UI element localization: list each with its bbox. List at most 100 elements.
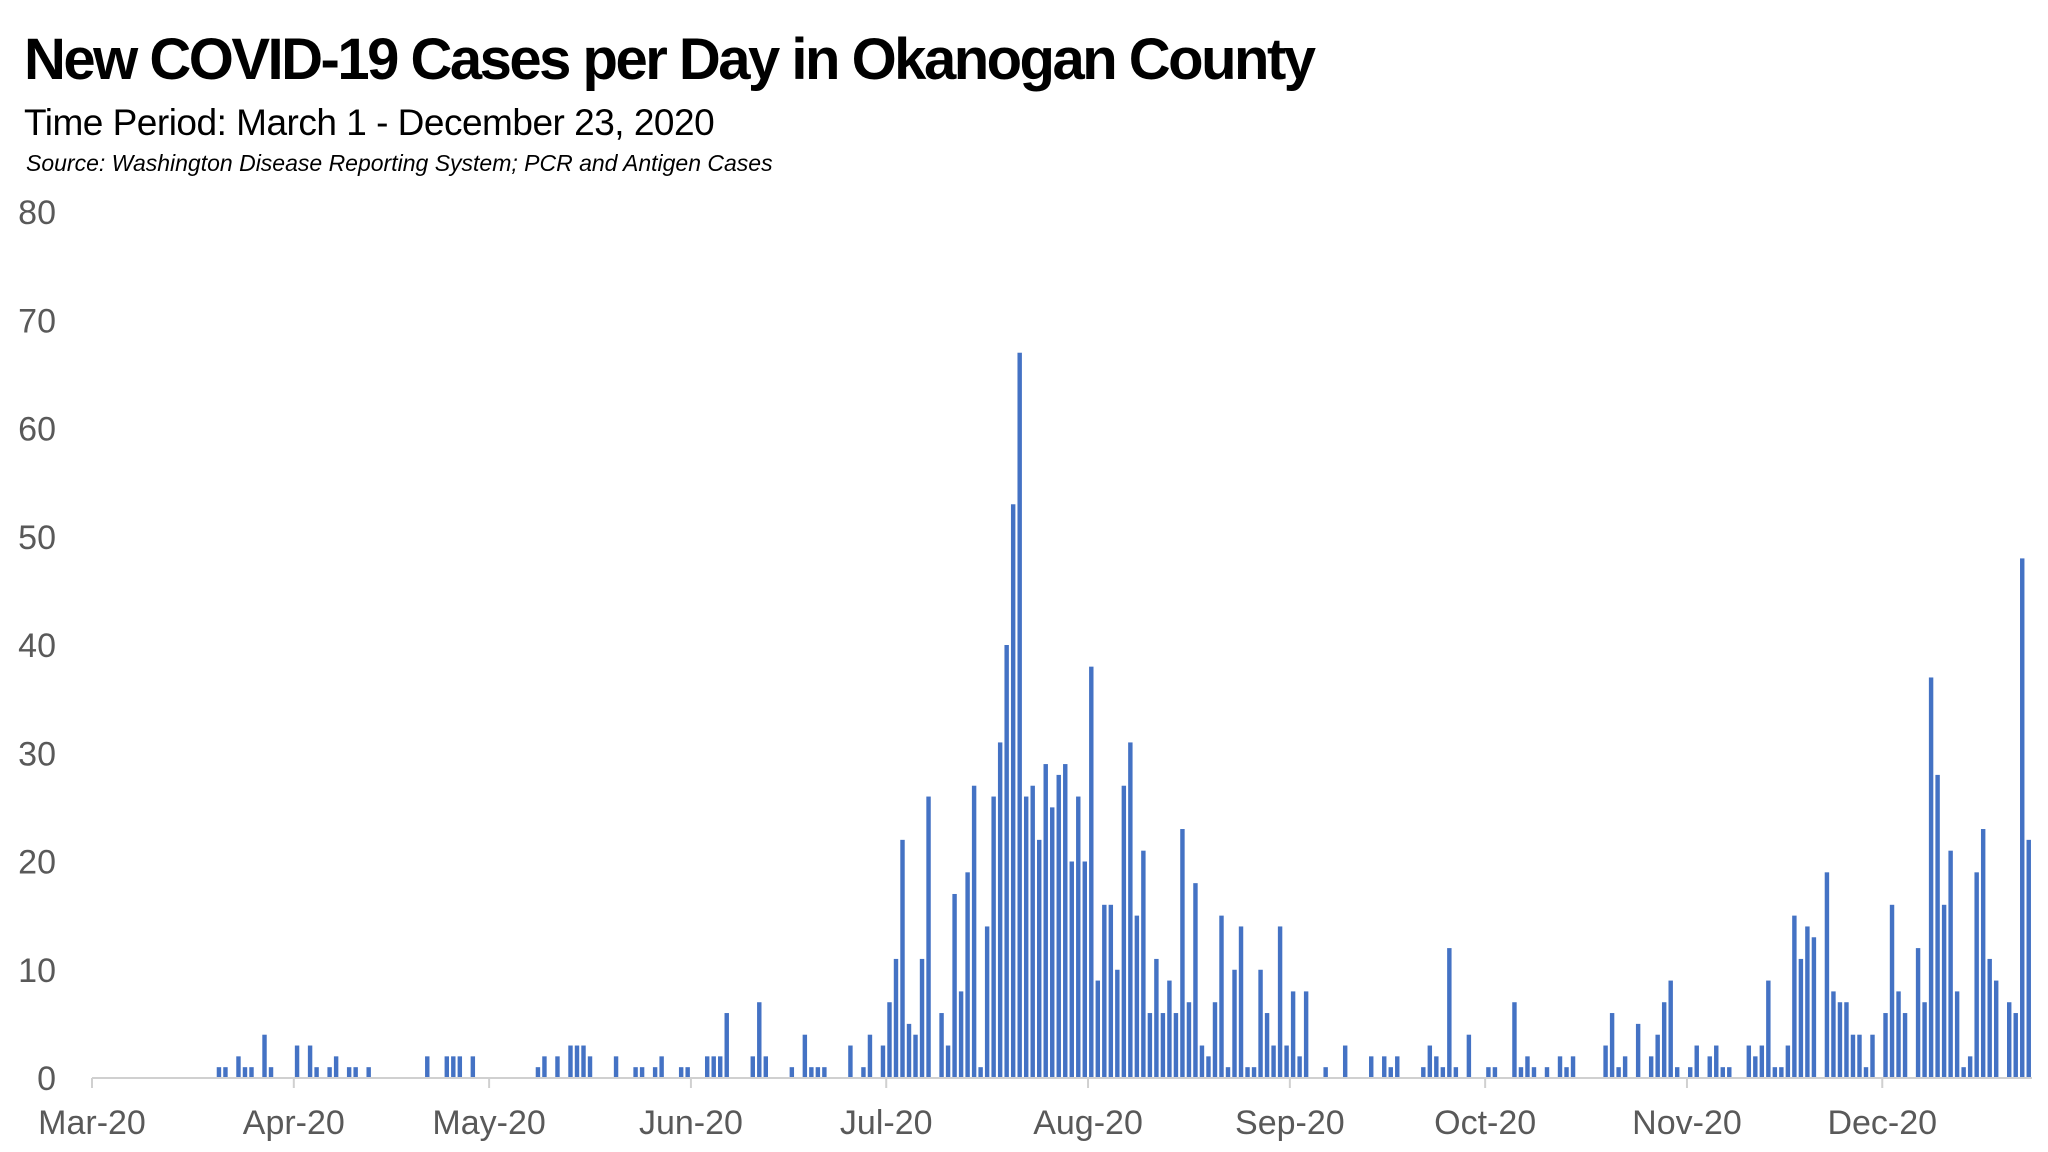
- bar: [353, 1067, 358, 1078]
- bar: [268, 1067, 274, 1078]
- y-tick-label: 40: [18, 627, 56, 665]
- bar: [1212, 1002, 1218, 1078]
- bar: [1095, 980, 1101, 1078]
- bar: [997, 742, 1003, 1078]
- bar: [822, 1067, 827, 1078]
- bar: [242, 1067, 248, 1078]
- bar: [1010, 504, 1016, 1078]
- y-tick-label: 30: [18, 735, 56, 773]
- y-tick-label: 60: [18, 411, 56, 449]
- bar: [984, 926, 990, 1078]
- y-axis-ticks: 0 10 20 30 40 50 60 70 80: [18, 194, 56, 1098]
- bar: [802, 1034, 808, 1078]
- bar: [848, 1045, 853, 1078]
- bar: [815, 1067, 821, 1078]
- bar: [639, 1067, 645, 1078]
- bar: [887, 1002, 892, 1078]
- bar: [1238, 926, 1244, 1078]
- bar: [1844, 1002, 1849, 1078]
- bar: [1831, 991, 1836, 1078]
- bar: [1089, 666, 1094, 1078]
- bar: [1186, 1002, 1192, 1078]
- bar: [216, 1067, 222, 1078]
- bar: [1225, 1067, 1231, 1078]
- bar: [1688, 1067, 1693, 1078]
- bar: [346, 1067, 352, 1078]
- bar: [1115, 969, 1120, 1078]
- x-tick-label: Sep-20: [1235, 1104, 1345, 1142]
- bar: [1043, 764, 1048, 1078]
- bar: [1382, 1056, 1387, 1078]
- bar: [991, 796, 996, 1078]
- bar: [1492, 1067, 1498, 1078]
- bar: [1128, 742, 1133, 1078]
- bar: [1779, 1067, 1784, 1078]
- bar: [1544, 1067, 1550, 1078]
- bar: [1303, 991, 1309, 1078]
- bar: [1427, 1045, 1433, 1078]
- bar: [2013, 1013, 2018, 1078]
- bar: [861, 1067, 866, 1078]
- bar: [1108, 904, 1114, 1078]
- bar: [1766, 980, 1771, 1078]
- bar: [1954, 991, 1960, 1078]
- bar: [2020, 558, 2025, 1078]
- bar: [1512, 1002, 1517, 1078]
- bar: [262, 1034, 267, 1078]
- bar: [366, 1067, 371, 1078]
- bar: [893, 958, 899, 1078]
- bar: [1863, 1067, 1869, 1078]
- bar: [1635, 1023, 1641, 1078]
- x-tick-label: Oct-20: [1434, 1104, 1536, 1142]
- bar: [333, 1056, 339, 1078]
- bar: [1902, 1013, 1908, 1078]
- bar: [1030, 785, 1035, 1078]
- bar: [633, 1067, 638, 1078]
- bar: [685, 1067, 690, 1078]
- bar: [1023, 796, 1029, 1078]
- bar: [945, 1045, 951, 1078]
- y-tick-label: 20: [18, 844, 56, 882]
- bar: [704, 1056, 710, 1078]
- bar: [926, 796, 931, 1078]
- bar: [867, 1034, 873, 1078]
- chart-title: New COVID-19 Cases per Day in Okanogan C…: [24, 27, 1316, 92]
- bar: [1121, 785, 1127, 1078]
- bar: [809, 1067, 814, 1078]
- bar: [965, 872, 970, 1078]
- bar: [789, 1067, 795, 1078]
- chart-subtitle: Time Period: March 1 - December 23, 2020: [24, 102, 715, 143]
- bar: [1785, 1045, 1791, 1078]
- bar: [1466, 1034, 1472, 1078]
- y-tick-label: 0: [37, 1060, 56, 1098]
- bar: [1824, 872, 1830, 1078]
- bar: [425, 1056, 430, 1078]
- bar: [451, 1056, 456, 1078]
- bar: [1811, 937, 1817, 1078]
- bar: [652, 1067, 658, 1078]
- y-tick-label: 10: [18, 952, 56, 990]
- bar: [1707, 1056, 1712, 1078]
- bar: [1297, 1056, 1302, 1078]
- bar: [659, 1056, 664, 1078]
- bar: [1004, 645, 1009, 1078]
- bar: [1037, 839, 1042, 1078]
- bar: [1759, 1045, 1765, 1078]
- bar: [444, 1056, 450, 1078]
- x-tick-label: Dec-20: [1827, 1104, 1937, 1142]
- bar: [1069, 861, 1074, 1078]
- bar: [1531, 1067, 1537, 1078]
- bar: [1694, 1045, 1699, 1078]
- bar: [1284, 1045, 1289, 1078]
- bar: [1857, 1034, 1862, 1078]
- bar: [906, 1023, 912, 1078]
- bar: [1993, 980, 1999, 1078]
- bar: [1805, 926, 1810, 1078]
- bar: [1564, 1067, 1569, 1078]
- bar: [724, 1013, 729, 1078]
- bar: [1603, 1045, 1608, 1078]
- y-tick-label: 70: [18, 302, 56, 340]
- bar: [1154, 958, 1159, 1078]
- bar: [1206, 1056, 1211, 1078]
- bar: [1063, 764, 1068, 1078]
